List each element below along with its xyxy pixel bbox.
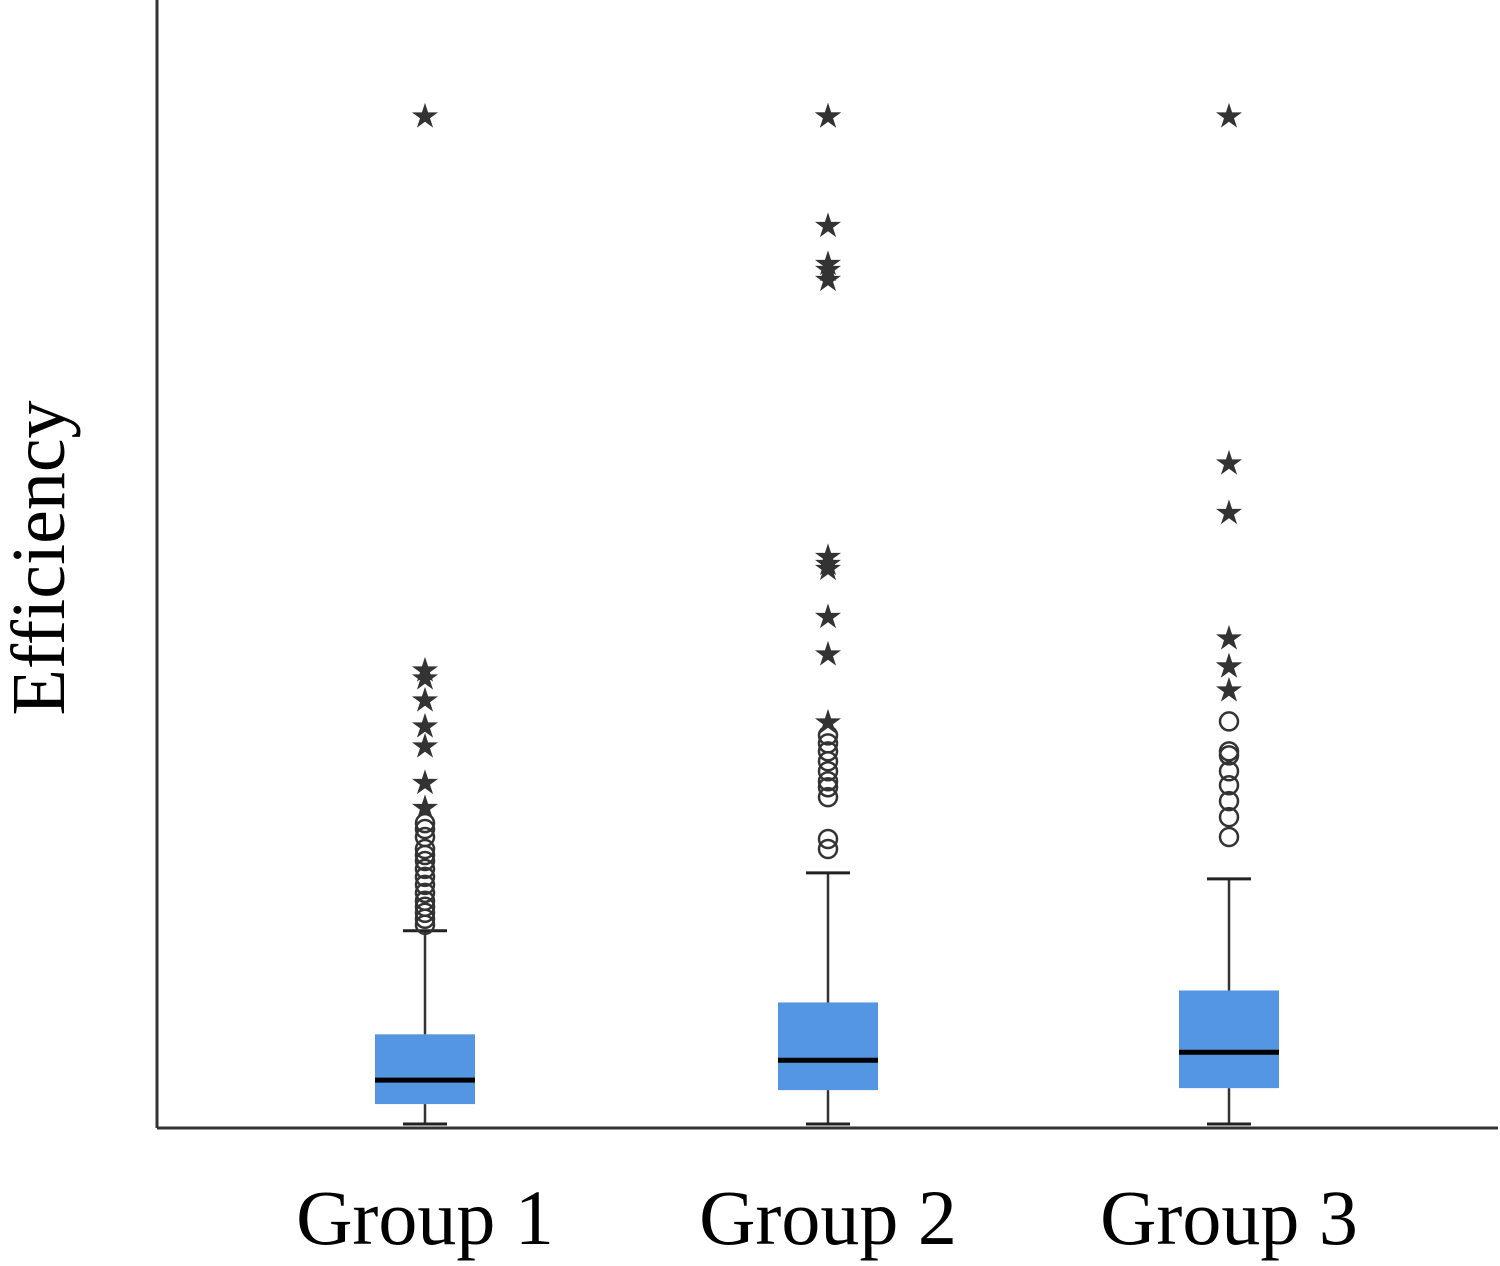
box-group-2: ★★★★★★★★★★★★	[778, 97, 878, 1126]
mild-outlier-circle	[817, 786, 839, 808]
mild-outlier-circle	[817, 741, 839, 762]
extreme-outlier-star: ★	[1214, 493, 1244, 533]
extreme-outlier-star: ★	[813, 702, 843, 742]
extreme-outlier-star: ★	[1214, 647, 1244, 687]
extreme-outlier-star: ★	[1214, 443, 1244, 483]
mild-outlier-circle	[414, 850, 436, 872]
chart-marks: ★★★★★★★★★★★★★★★★★★★★★★★★★★★	[375, 97, 1279, 1126]
mild-outlier-circle	[414, 902, 436, 924]
extreme-outlier-star: ★	[410, 651, 440, 691]
extreme-outlier-star: ★	[1214, 671, 1244, 711]
mild-outlier-circle	[414, 826, 436, 848]
extreme-outlier-star: ★	[410, 706, 440, 746]
extreme-outlier-star: ★	[410, 659, 440, 699]
x-tick-label: Group 3	[1100, 1174, 1358, 1261]
x-tick-label: Group 1	[296, 1174, 554, 1261]
mild-outlier-circle	[1218, 774, 1240, 796]
mild-outlier-circle	[414, 838, 436, 860]
mild-outlier-circle	[817, 770, 839, 792]
extreme-outlier-star: ★	[410, 788, 440, 828]
mild-outlier-circle	[414, 858, 436, 880]
extreme-outlier-star: ★	[813, 244, 843, 284]
extreme-outlier-star: ★	[813, 544, 843, 584]
y-axis-label: Efficiency	[0, 400, 81, 715]
extreme-outlier-star: ★	[813, 97, 843, 137]
box-group-3: ★★★★★★★	[1179, 97, 1279, 1126]
extreme-outlier-star: ★	[410, 681, 440, 721]
iqr-box	[375, 1034, 475, 1105]
mild-outlier-circle	[817, 733, 839, 754]
mild-outlier-circle	[1218, 741, 1240, 762]
mild-outlier-circle	[414, 896, 436, 918]
extreme-outlier-star: ★	[813, 260, 843, 300]
mild-outlier-circle	[1218, 711, 1240, 732]
plot-area: ★★★★★★★★★★★★★★★★★★★★★★★★★★★	[155, 0, 1498, 1130]
iqr-box	[1179, 990, 1279, 1089]
mild-outlier-circle	[414, 818, 436, 840]
extreme-outlier-star: ★	[1214, 647, 1244, 687]
extreme-outlier-star: ★	[813, 597, 843, 637]
mild-outlier-circle	[414, 812, 436, 834]
iqr-box	[778, 1002, 878, 1091]
mild-outlier-circle	[1218, 806, 1240, 828]
mild-outlier-circle	[414, 874, 436, 896]
box-group-1: ★★★★★★★★	[375, 97, 475, 1126]
extreme-outlier-star: ★	[410, 726, 440, 766]
mild-outlier-circle	[1218, 790, 1240, 812]
extreme-outlier-star: ★	[1214, 97, 1244, 137]
mild-outlier-circle	[414, 866, 436, 888]
extreme-outlier-star: ★	[813, 250, 843, 290]
mild-outlier-circle	[414, 890, 436, 912]
x-tick-labels: Group 1 Group 2 Group 3	[296, 1174, 1358, 1261]
extreme-outlier-star: ★	[410, 763, 440, 803]
extreme-outlier-star: ★	[813, 549, 843, 589]
mild-outlier-circle	[817, 776, 839, 798]
x-tick-label: Group 2	[699, 1174, 957, 1261]
mild-outlier-circle	[817, 828, 839, 850]
extreme-outlier-star: ★	[813, 97, 843, 137]
mild-outlier-circle	[1218, 826, 1240, 848]
extreme-outlier-star: ★	[1214, 619, 1244, 659]
extreme-outlier-star: ★	[813, 537, 843, 577]
extreme-outlier-star: ★	[813, 206, 843, 246]
mild-outlier-circle	[817, 761, 839, 782]
mild-outlier-circle	[414, 882, 436, 904]
mild-outlier-circle	[817, 838, 839, 860]
extreme-outlier-star: ★	[410, 97, 440, 137]
mild-outlier-circle	[817, 725, 839, 746]
extreme-outlier-star: ★	[813, 635, 843, 675]
mild-outlier-circle	[1218, 761, 1240, 782]
